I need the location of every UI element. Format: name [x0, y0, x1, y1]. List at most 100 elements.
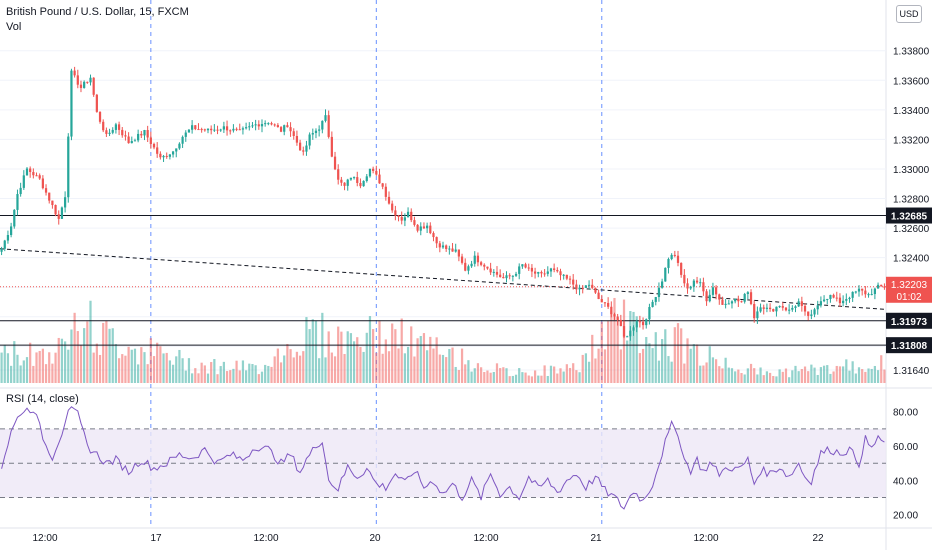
volume-bar [3, 344, 6, 383]
candle-body [616, 316, 619, 320]
candle-body [63, 197, 67, 208]
candle-body [114, 124, 118, 130]
candle-body [549, 268, 553, 272]
volume-bar [613, 297, 616, 383]
trendline[interactable] [0, 248, 887, 310]
candle-body [816, 305, 819, 310]
volume-bar [594, 358, 597, 383]
volume-bar [508, 376, 511, 383]
candle-body [10, 226, 13, 236]
volume-bar [572, 363, 575, 383]
volume-bar [187, 358, 191, 383]
candle-body [708, 294, 711, 302]
candle-body [143, 130, 146, 136]
candle-body [762, 307, 765, 309]
candle-body [597, 292, 600, 300]
volume-bar [57, 337, 60, 383]
volume-bar [822, 365, 826, 383]
candle-body [105, 130, 108, 134]
candle-body [175, 148, 178, 152]
candle-body [499, 274, 502, 278]
time-axis[interactable]: 12:00 17 12:00 20 12:00 21 12:00 22 [32, 533, 824, 544]
candle-body [95, 94, 98, 112]
candle-body [416, 224, 419, 231]
candle-body [587, 284, 591, 286]
candle-body [124, 135, 127, 137]
volume-bar [873, 365, 876, 383]
volume-bar [527, 375, 530, 383]
horizontal-levels[interactable] [0, 215, 886, 346]
candle-body [25, 168, 29, 176]
candle-body [883, 286, 886, 288]
volume-bar [867, 368, 870, 383]
volume-bar [734, 371, 737, 383]
candle-body [575, 284, 578, 290]
candle-body [16, 194, 19, 210]
candle-body [861, 288, 864, 291]
volume-bar [775, 376, 778, 383]
volume-bar [422, 333, 426, 383]
volume-bar [699, 365, 702, 383]
volume-bar [721, 368, 724, 383]
volume-bar [387, 351, 391, 383]
volume-bar [857, 367, 861, 383]
candle-body [378, 174, 381, 184]
price-tick-label: 1.33200 [893, 135, 930, 146]
candle-body [829, 294, 832, 299]
volume-legend[interactable]: Vol [6, 21, 22, 33]
candle-body [343, 182, 346, 186]
volume-bar [6, 353, 10, 383]
volume-bar [499, 368, 502, 383]
candle-body [553, 268, 556, 270]
candle-body [35, 175, 38, 177]
volume-bar [102, 322, 105, 383]
volume-bar [686, 338, 689, 383]
symbol-title[interactable]: British Pound / U.S. Dollar, 15, FXCM [6, 6, 189, 18]
candle-body [800, 301, 803, 306]
candle-body [772, 309, 775, 312]
volume-bar [92, 352, 95, 383]
candle-body [695, 280, 699, 283]
candle-body [797, 301, 800, 307]
candle-body [565, 274, 568, 279]
volume-bar [553, 366, 556, 383]
candle-body [159, 153, 162, 158]
volume-bar [191, 373, 194, 383]
currency-button[interactable]: USD [896, 5, 922, 23]
candle-body [676, 255, 680, 263]
candle-body [457, 249, 460, 257]
volume-bar [372, 329, 375, 383]
volume-bar [111, 328, 114, 383]
candle-body [349, 177, 353, 180]
volume-bar [441, 354, 445, 383]
volume-bar [587, 361, 591, 383]
candle-body [264, 123, 267, 125]
volume-bar [689, 348, 692, 383]
candle-body [445, 245, 448, 250]
rsi-tick-label: 60.00 [893, 442, 918, 453]
candle-body [137, 133, 140, 141]
candle-body [594, 287, 597, 293]
volume-bar [340, 331, 343, 383]
candle-body [352, 177, 356, 179]
candle-body [743, 294, 746, 302]
candle-body [432, 233, 435, 238]
volume-bar [16, 354, 19, 383]
candle-body [422, 226, 426, 229]
candle-body [324, 115, 327, 121]
volume-bar [819, 367, 823, 383]
candle-body [311, 133, 314, 135]
candle-body [527, 267, 530, 269]
volume-bar [143, 352, 146, 383]
volume-bar [362, 351, 365, 383]
candle-body [435, 237, 438, 244]
volume-bar [876, 370, 880, 383]
volume-bar [0, 352, 3, 383]
rsi-legend[interactable]: RSI (14, close) [6, 393, 79, 405]
volume-bar [400, 318, 403, 383]
candle-body [165, 155, 168, 157]
candle-body [213, 129, 216, 131]
volume-bar [718, 366, 721, 383]
candle-body [667, 259, 670, 268]
